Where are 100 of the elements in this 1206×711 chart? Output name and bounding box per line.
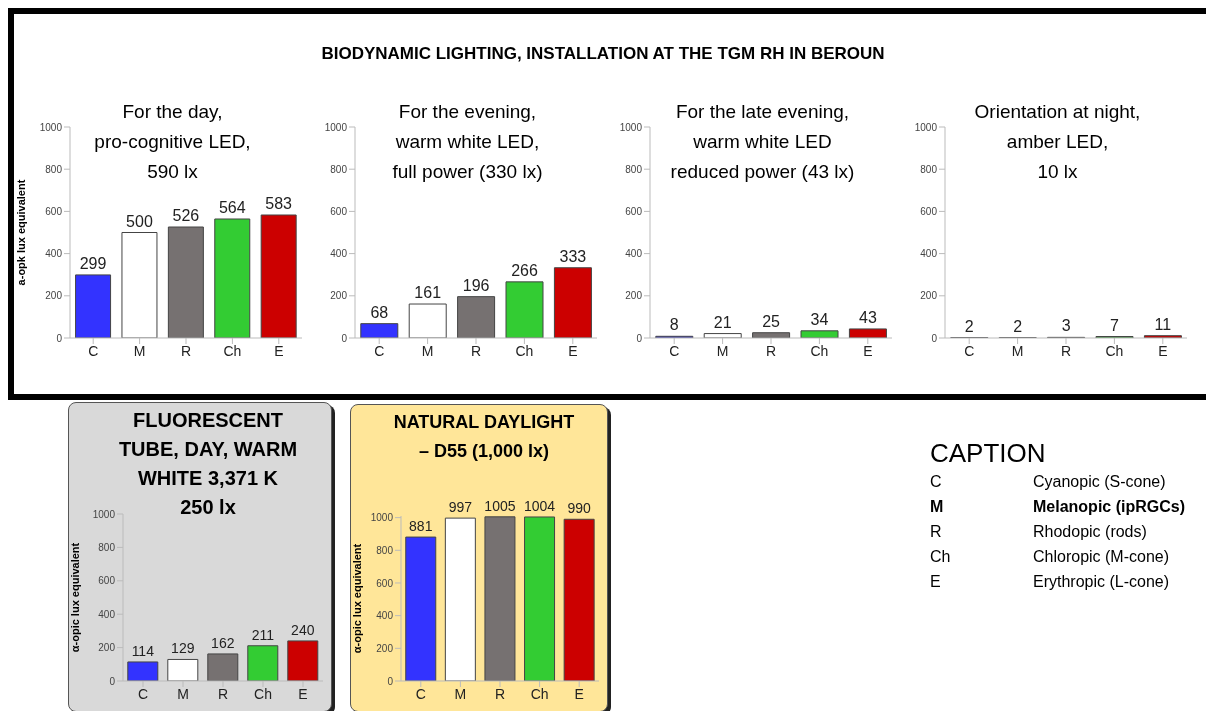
y-tick-label: 0	[636, 332, 643, 344]
y-tick-label: 600	[45, 205, 63, 217]
category-label: E	[930, 572, 942, 592]
data-label: 162	[211, 634, 235, 651]
data-label: 21	[713, 313, 732, 331]
x-tick-label: R	[494, 685, 506, 702]
y-tick-label: 200	[45, 290, 63, 302]
data-label: 583	[265, 194, 293, 212]
data-label: 114	[131, 642, 155, 659]
data-label: 240	[291, 621, 315, 638]
x-tick-label: E	[274, 342, 284, 359]
data-label: 161	[414, 284, 442, 302]
x-tick-label: Ch	[530, 685, 549, 702]
text: Chloropic (M-cone)	[1033, 547, 1170, 567]
text: Erythropic (L-cone)	[1033, 572, 1170, 592]
data-label: 500	[126, 212, 153, 230]
x-tick-label: R	[217, 685, 229, 702]
y-tick-label: 1000	[324, 121, 348, 133]
data-label: 1004	[523, 497, 556, 514]
data-label: 997	[448, 499, 473, 516]
x-tick-label: R	[470, 342, 482, 359]
data-label: 129	[171, 640, 195, 657]
data-label: 299	[79, 254, 107, 272]
data-label: 526	[172, 207, 200, 225]
y-tick-label: 200	[625, 290, 643, 302]
x-tick-label: R	[1060, 342, 1072, 359]
x-tick-label: M	[133, 342, 146, 359]
y-tick-label: 800	[376, 544, 394, 556]
data-label: 196	[462, 276, 490, 294]
y-axis-title: α-opic lux equivalent	[68, 542, 81, 653]
data-label: 990	[567, 500, 592, 517]
y-tick-label: 800	[45, 163, 63, 175]
chart-title: NATURAL DAYLIGHT – D55 (1,000 lx)	[392, 411, 576, 463]
x-tick-label: C	[88, 342, 99, 359]
data-label: 266	[511, 261, 538, 279]
y-tick-label: 0	[341, 332, 348, 344]
data-label: 564	[218, 199, 246, 216]
y-tick-label: 400	[920, 248, 938, 260]
x-tick-label: E	[574, 685, 584, 702]
text: CAPTION	[930, 437, 1047, 469]
data-label: 43	[859, 308, 877, 326]
y-tick-label: 200	[920, 290, 938, 302]
y-tick-label: 0	[56, 332, 63, 344]
y-tick-label: 400	[330, 248, 348, 260]
category-label: R	[930, 522, 943, 542]
x-tick-label: Ch	[515, 342, 534, 359]
y-tick-label: 1000	[619, 121, 643, 133]
chart-title: For the day, pro-cognitive LED, 590 lx	[94, 101, 251, 182]
text: Melanopic (ipRGCs)	[1033, 497, 1186, 517]
category-label: C	[930, 472, 943, 492]
chart-title: Orientation at night, amber LED, 10 lx	[974, 101, 1141, 182]
data-label: 881	[409, 518, 433, 535]
x-tick-label: R	[180, 342, 192, 359]
y-tick-label: 400	[625, 248, 643, 260]
y-tick-label: 600	[625, 205, 643, 217]
data-label: 34	[810, 310, 829, 328]
x-tick-label: C	[415, 685, 426, 702]
y-tick-label: 600	[98, 575, 116, 587]
x-tick-label: M	[1011, 342, 1024, 359]
x-tick-label: C	[137, 685, 149, 702]
x-tick-label: E	[1158, 342, 1168, 359]
x-tick-label: M	[177, 685, 189, 702]
data-label: 2	[964, 317, 974, 335]
text: Cyanopic (S-cone)	[1033, 472, 1166, 492]
y-tick-label: 800	[330, 163, 348, 175]
y-axis-title: α-opic lux equivalent	[350, 543, 363, 654]
x-tick-label: Ch	[1105, 342, 1124, 359]
x-tick-label: Ch	[254, 685, 272, 702]
data-label: 8	[669, 316, 679, 334]
y-tick-label: 400	[376, 610, 394, 622]
chart-title: For the evening, warm white LED, full power (330 lx)	[392, 101, 543, 182]
y-tick-label: 1000	[39, 121, 63, 133]
y-tick-label: 200	[376, 642, 394, 654]
y-tick-label: 1000	[914, 121, 938, 133]
data-label: 11	[1154, 315, 1172, 333]
x-tick-label: M	[454, 685, 467, 702]
y-tick-label: 400	[45, 248, 63, 260]
y-tick-label: 0	[109, 675, 116, 687]
x-tick-label: M	[421, 342, 434, 359]
text: BIODYNAMIC LIGHTING, INSTALLATION AT THE TGM RH IN BEROUN	[320, 43, 886, 65]
data-label: 3	[1061, 317, 1071, 335]
chart-title: FLUORESCENT TUBE, DAY, WARM WHITE 3,371 K 250 lx	[118, 409, 298, 518]
x-tick-label: M	[716, 342, 729, 359]
chart-title: For the late evening, warm white LED reduced power (43 lx)	[670, 101, 855, 182]
y-tick-label: 400	[98, 608, 116, 620]
x-tick-label: C	[669, 342, 680, 359]
y-tick-label: 800	[920, 163, 938, 175]
data-label: 25	[762, 312, 781, 330]
x-tick-label: R	[765, 342, 777, 359]
y-tick-label: 600	[330, 205, 348, 217]
y-tick-label: 800	[625, 163, 643, 175]
y-tick-label: 800	[98, 541, 116, 553]
data-label: 333	[559, 247, 587, 265]
y-tick-label: 600	[376, 577, 394, 589]
y-tick-label: 0	[387, 675, 394, 687]
x-tick-label: C	[374, 342, 385, 359]
data-label: 68	[370, 303, 389, 321]
y-tick-label: 200	[330, 290, 348, 302]
x-tick-label: Ch	[810, 342, 829, 359]
data-label: 211	[251, 626, 275, 643]
